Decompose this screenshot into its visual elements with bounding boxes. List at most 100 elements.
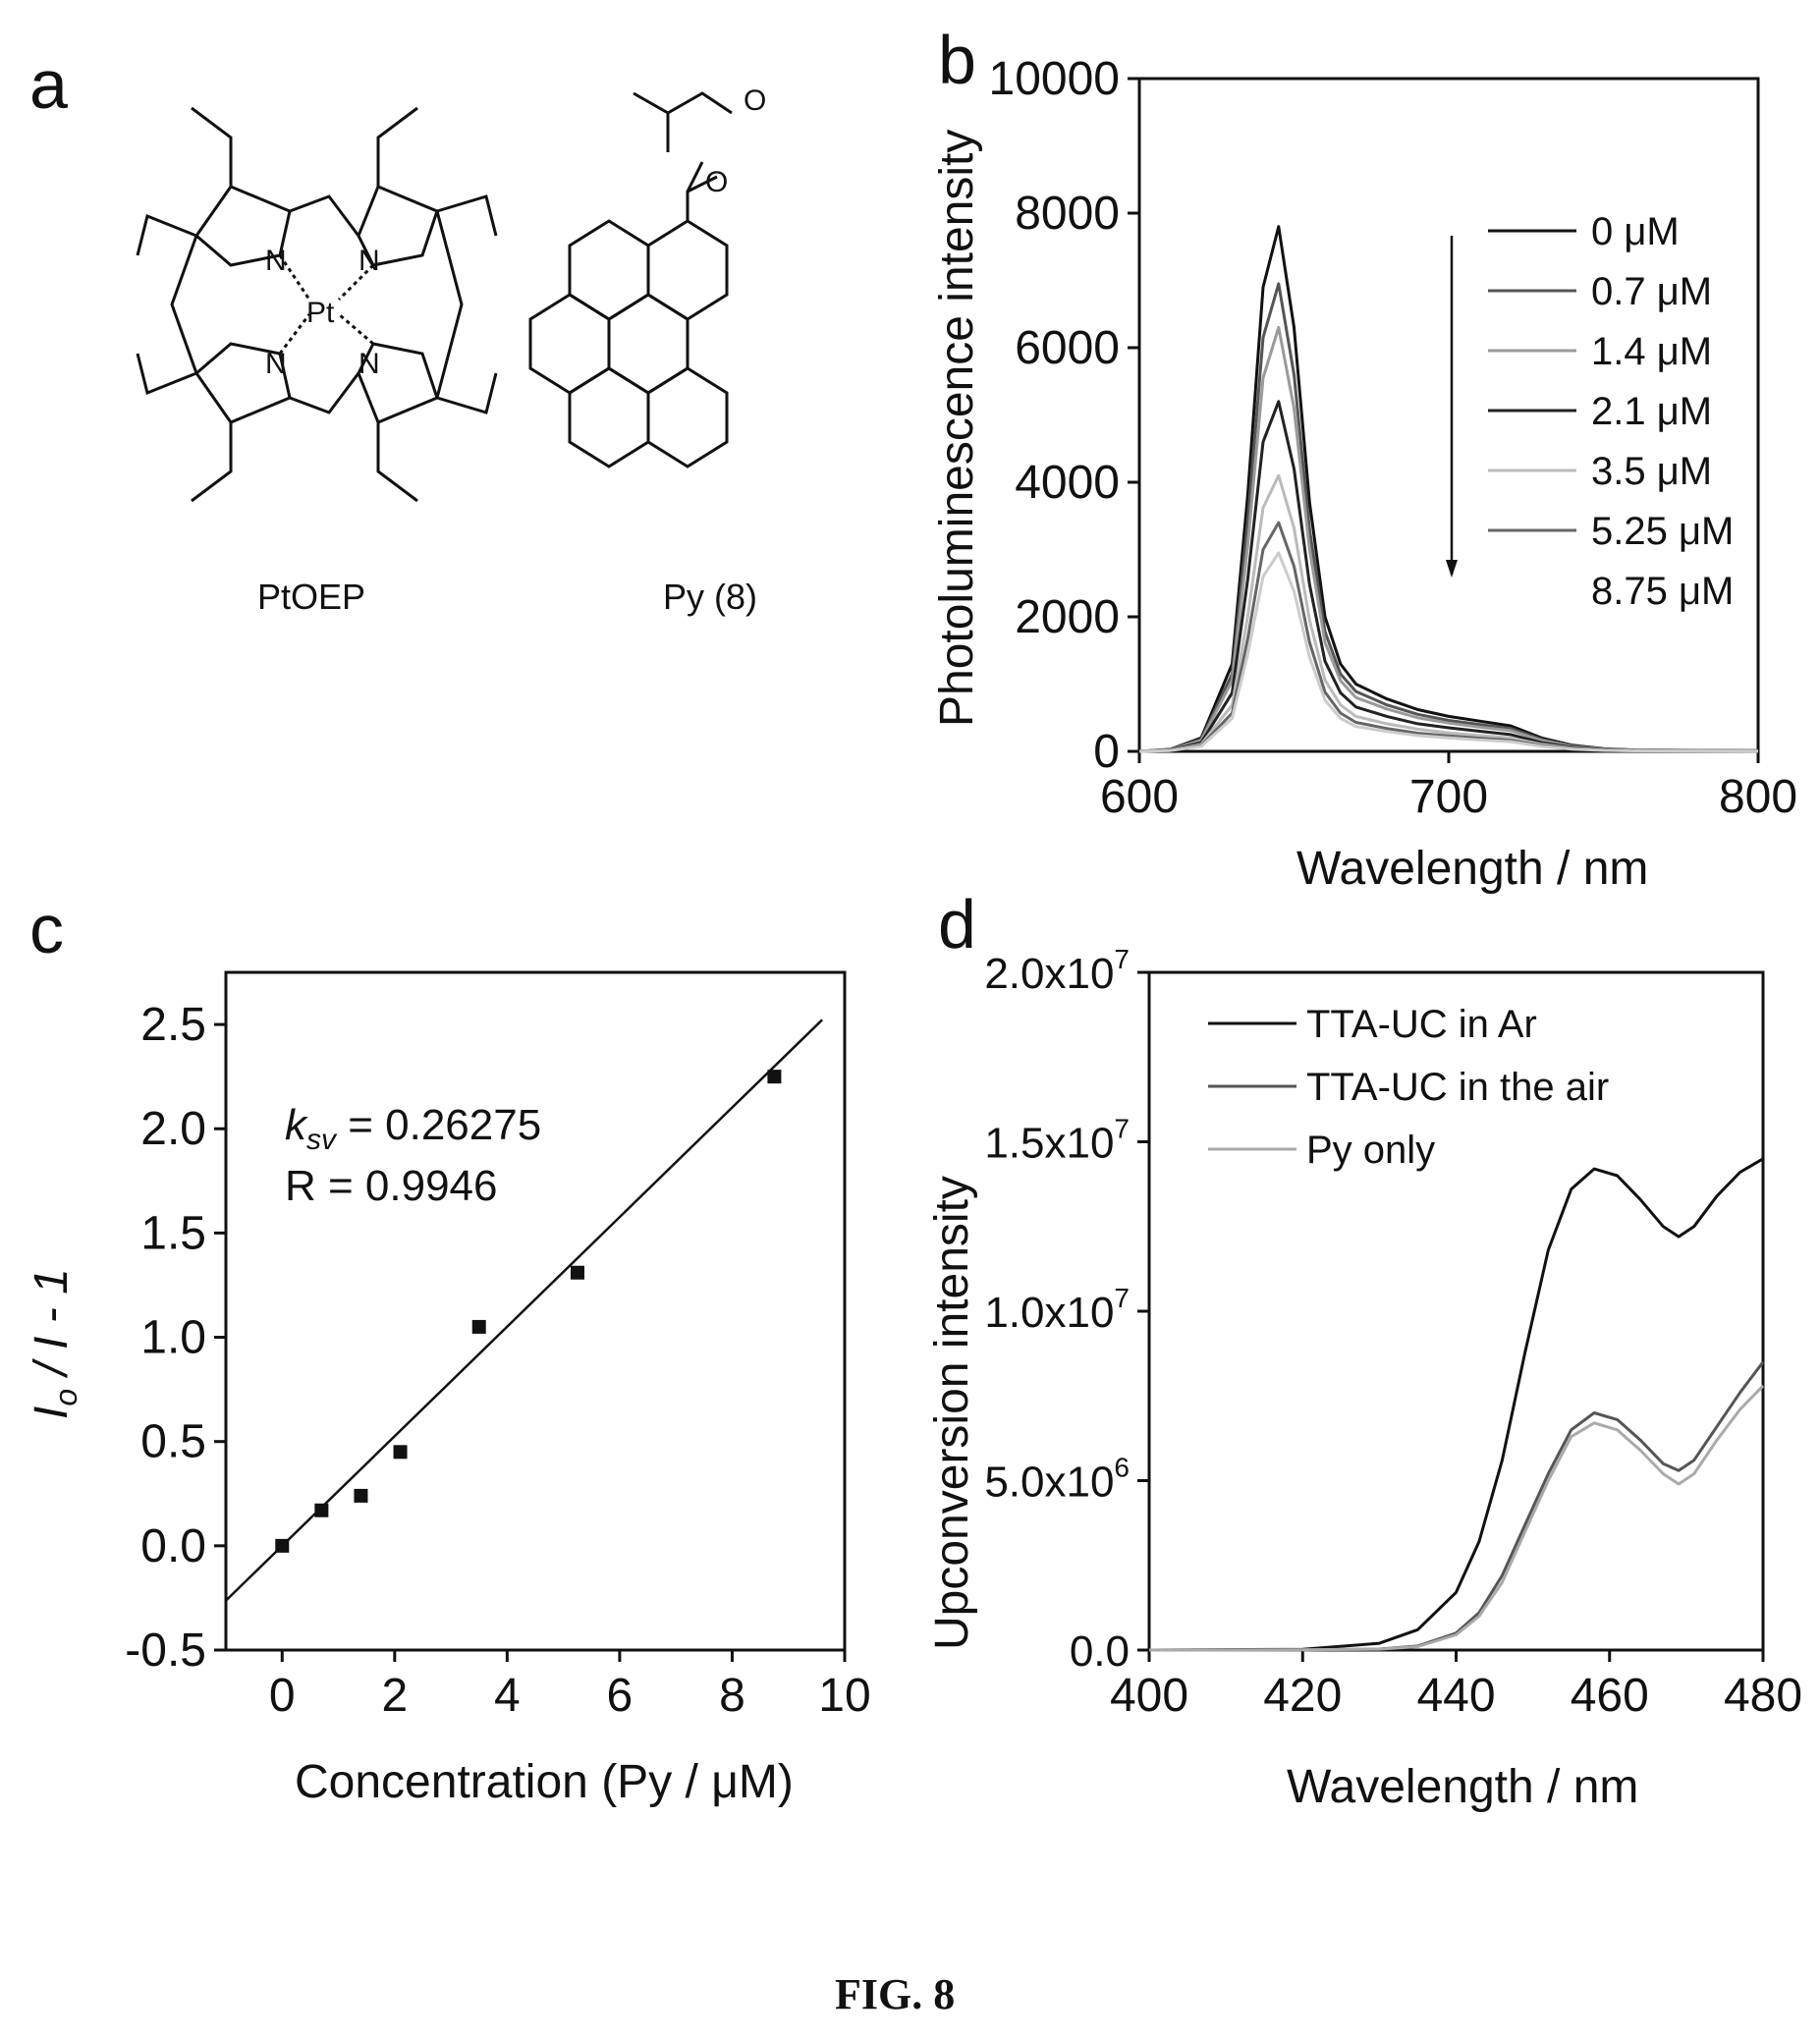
ksv-symbol: k (285, 1101, 308, 1149)
panel-c-x-ticks: 0 2 4 6 8 10 (269, 1650, 871, 1722)
x-tick-label: 4 (494, 1670, 521, 1722)
atom-n-4: N (358, 348, 380, 380)
x-tick-label: 8 (719, 1670, 745, 1722)
panel-c-y-axis-label: Io / I - 1 (26, 1268, 83, 1419)
figure-caption: FIG. 8 (835, 1970, 955, 2018)
perylene-ring-4 (568, 366, 650, 468)
panel-c-x-axis-label: Concentration (Py / μM) (295, 1756, 794, 1808)
perylene-ring-5 (646, 366, 729, 468)
panel-b-y-ticks: 0 2000 4000 6000 8000 10000 (989, 53, 1139, 778)
panel-b-spectra (1138, 225, 1759, 753)
atom-pt: Pt (306, 297, 335, 329)
atom-n-1: N (265, 245, 287, 277)
x-tick-label: 10 (818, 1670, 870, 1722)
panel-c-plot-frame (224, 970, 847, 1652)
x-tick-label: 700 (1409, 771, 1488, 823)
acetyl-methyl (633, 91, 670, 152)
data-point (275, 1538, 290, 1553)
y-label-sub: o (48, 1389, 83, 1406)
panel-c-letter: c (29, 891, 64, 967)
y-tick-label: 2.0 (140, 1103, 206, 1155)
y-tick-label: 2000 (1015, 591, 1120, 643)
y-tick-label: 2.0x107 (984, 944, 1130, 998)
panel-c-r-annotation: R = 0.9946 (285, 1162, 498, 1210)
atom-o-ester: O (705, 166, 728, 198)
data-point (767, 1070, 782, 1084)
spectrum-line (1148, 1157, 1764, 1652)
panel-b-y-axis-label: Photoluminescence intensity (931, 130, 983, 727)
legend-label: 8.75 μM (1591, 570, 1734, 613)
perylene-ring-2 (568, 219, 650, 321)
panel-b-letter: b (938, 22, 976, 98)
spectrum-line (1138, 551, 1759, 753)
data-point (570, 1265, 584, 1280)
panel-d-y-axis-label: Upconversion intensity (926, 1176, 978, 1650)
data-point (393, 1445, 408, 1460)
y-tick-label: -0.5 (125, 1625, 206, 1677)
panel-d: d 0.0 5.0x106 1.0x107 1.5x107 2.0x107 400 420… (926, 886, 1802, 1813)
y-tick-label: 0.0 (1070, 1627, 1130, 1676)
meso-bridge-bottom (289, 372, 360, 414)
panel-c-ksv-annotation: ksv = 0.26275 (285, 1101, 541, 1156)
y-tick-label: 8000 (1015, 188, 1120, 240)
pyrrole-ring-br (357, 342, 439, 424)
meso-bridge-left (170, 235, 198, 374)
panel-b-x-axis-label: Wavelength / nm (1296, 843, 1648, 895)
spectrum-line (1148, 1384, 1765, 1652)
x-tick-label: 460 (1571, 1670, 1649, 1722)
pyrrole-ring-tr (357, 185, 439, 267)
legend-label: 1.4 μM (1591, 330, 1712, 373)
panel-c-y-ticks: -0.5 0.0 0.5 1.0 1.5 2.0 2.5 (125, 999, 226, 1677)
panel-b-legend: 0 μM 0.7 μM 1.4 μM 2.1 μM 3.5 μM 5.25 μM 8.75 … (1488, 210, 1734, 613)
atom-o-carbonyl: O (744, 84, 766, 117)
panel-a: a N N N N Pt PtOEP (29, 46, 766, 617)
y-tick-label: 2.5 (140, 999, 206, 1051)
atom-n-3: N (265, 348, 287, 380)
x-tick-label: 0 (269, 1670, 296, 1722)
y-tick-label: 0.0 (140, 1520, 206, 1572)
spectrum-line (1148, 1360, 1765, 1652)
meso-bridge-top (289, 194, 360, 237)
panel-d-letter: d (938, 886, 976, 963)
y-tick-label: 0 (1093, 726, 1120, 778)
x-tick-label: 440 (1416, 1670, 1495, 1722)
panel-c: c -0.5 0.0 0.5 1.0 1.5 2.0 2.5 0 2 4 6 8 10 ksv = 0… (26, 891, 871, 1808)
legend-label: TTA-UC in Ar (1306, 1003, 1537, 1046)
decrease-arrow-head (1446, 560, 1458, 578)
ksv-value: = 0.26275 (336, 1101, 541, 1149)
meso-bridge-right (435, 210, 464, 399)
atom-n-2: N (358, 245, 380, 277)
panel-d-x-ticks: 400 420 440 460 480 (1110, 1650, 1802, 1722)
data-point (314, 1503, 329, 1517)
ksv-subscript: sv (306, 1124, 338, 1156)
x-tick-label: 800 (1719, 771, 1797, 823)
x-tick-label: 6 (607, 1670, 634, 1722)
perylene-ring-6 (528, 293, 611, 395)
y-tick-label: 1.5x107 (984, 1114, 1130, 1168)
ptoep-structure (136, 106, 498, 503)
y-tick-label: 10000 (989, 53, 1120, 105)
x-tick-label: 600 (1100, 771, 1179, 823)
legend-label: TTA-UC in the air (1306, 1066, 1609, 1109)
legend-label: Py only (1306, 1129, 1435, 1172)
compound-name-py: Py (8) (663, 577, 757, 617)
ethyl-groups (136, 106, 498, 503)
x-tick-label: 400 (1110, 1670, 1188, 1722)
panel-d-spectra (1148, 1157, 1765, 1652)
py-structure (528, 91, 733, 468)
panel-d-x-axis-label: Wavelength / nm (1287, 1761, 1638, 1813)
x-tick-label: 2 (381, 1670, 408, 1722)
perylene-ring-3 (607, 293, 689, 395)
data-point (471, 1319, 486, 1334)
pyrrole-ring-tl (193, 185, 292, 267)
panel-d-y-ticks: 0.0 5.0x106 1.0x107 1.5x107 2.0x107 (984, 944, 1149, 1676)
y-tick-label: 1.0x107 (984, 1283, 1130, 1337)
y-tick-label: 0.5 (140, 1416, 206, 1468)
carbonyl (667, 91, 733, 115)
y-tick-label: 4000 (1015, 457, 1120, 509)
data-point (354, 1488, 368, 1503)
panel-c-data-points (275, 1070, 782, 1553)
pt-n-bonds (278, 254, 375, 355)
legend-label: 3.5 μM (1591, 450, 1712, 493)
